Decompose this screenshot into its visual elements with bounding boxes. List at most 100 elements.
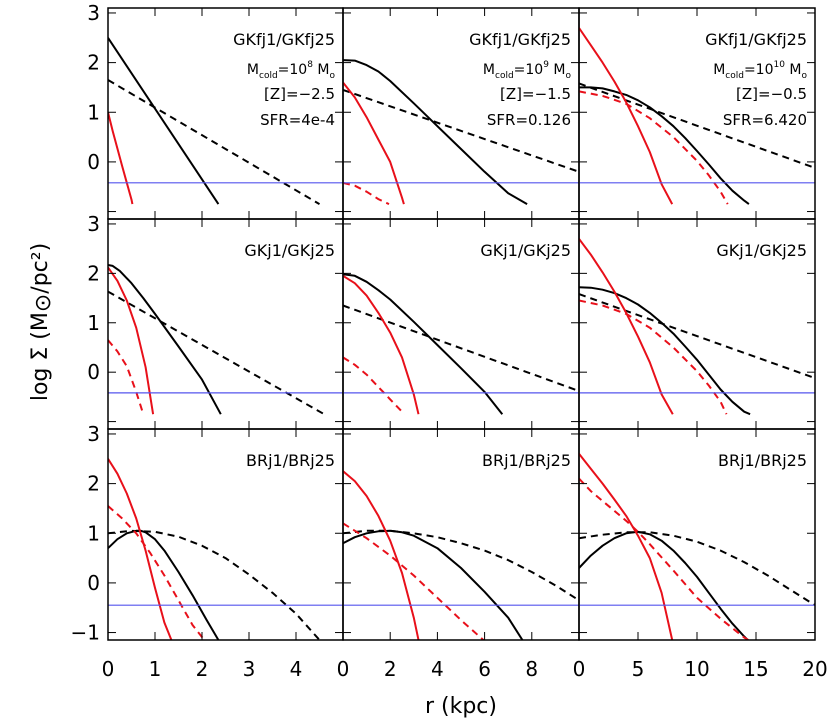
series-line-black-solid (108, 37, 220, 205)
series-line-black-solid (579, 286, 751, 416)
metallicity-annotation: [Z]=−0.5 (736, 85, 807, 103)
mass-annotation: Mcold=108 Mo (247, 60, 336, 81)
series-group (108, 37, 343, 205)
series-line-black-solid (108, 529, 220, 640)
metallicity-annotation: [Z]=−1.5 (500, 85, 571, 103)
series-line-black-dashed (343, 304, 579, 392)
x-tick-label: 8 (525, 657, 538, 681)
panel-label: GKfj1/GKfj25 (469, 30, 571, 49)
series-group (343, 470, 579, 640)
y-tick-label: 3 (87, 1, 100, 25)
y-axis-label: log Σ (M⊙/pc²) (28, 243, 56, 401)
series-line-red-dashed (343, 181, 390, 206)
panel-1-1: GKj1/GKj25 (342, 218, 580, 430)
mass-unit-subscript: o (565, 71, 571, 81)
series-line-red-solid (108, 458, 173, 640)
y-tick-label: 3 (87, 422, 100, 446)
sfr-annotation: SFR=4e-4 (260, 111, 335, 129)
y-axis-label-unit: /pc²) (28, 243, 53, 294)
panel-0-0: 3 2 1 0 GKfj1/GKfj25 Mcold=108 Mo [Z]=−2.5 SFR=… (87, 1, 344, 220)
series-line-red-solid (579, 453, 674, 640)
panel-label: GKfj1/GKfj25 (705, 30, 807, 49)
mass-equals: =10 (744, 62, 774, 78)
mass-symbol: M (483, 62, 495, 78)
panel-label: BRj1/BRj25 (246, 451, 335, 470)
x-tick-label: 4 (431, 657, 444, 681)
panel-label: GKj1/GKj25 (716, 241, 807, 260)
x-tick-label: 10 (684, 657, 709, 681)
mass-subscript: cold (495, 71, 514, 81)
series-line-red-solid (343, 81, 405, 205)
series-line-red-solid (343, 470, 420, 640)
panel-label: GKj1/GKj25 (480, 241, 571, 260)
panel-label: BRj1/BRj25 (482, 451, 571, 470)
metallicity-annotation: [Z]=−2.5 (264, 85, 335, 103)
series-line-red-solid (579, 27, 674, 205)
mass-symbol: M (247, 62, 259, 78)
mass-subscript: cold (259, 71, 278, 81)
mass-symbol: M (713, 62, 725, 78)
series-line-red-solid (108, 266, 155, 415)
y-tick-label: 1 (87, 521, 100, 545)
x-tick-label: 0 (102, 657, 115, 681)
panel-1-2: GKj1/GKj25 (578, 218, 816, 430)
panel-label: GKj1/GKj25 (244, 241, 335, 260)
series-line-black-dashed (108, 290, 325, 416)
y-tick-label: 2 (87, 261, 100, 285)
series-line-red-solid (108, 112, 134, 205)
panel-label: GKfj1/GKfj25 (233, 30, 335, 49)
x-tick-label: 5 (632, 657, 645, 681)
x-tick-label: 0 (337, 657, 350, 681)
series-line-black-dashed (579, 82, 815, 169)
panel-2-1: 0 2 4 6 8 BRj1/BRj25 (337, 428, 580, 681)
series-line-black-solid (343, 273, 504, 415)
series-line-black-solid (108, 264, 222, 415)
series-line-black-dashed (579, 531, 815, 607)
series-line-red-dashed (579, 299, 728, 415)
panel-1-0: 3 2 1 0 GKj1/GKj25 (87, 212, 344, 430)
mass-exponent: 10 (774, 60, 786, 70)
x-tick-label: 15 (743, 657, 768, 681)
sfr-annotation: SFR=0.126 (487, 111, 571, 129)
mass-equals: =10 (278, 62, 308, 78)
series-line-black-dashed (108, 529, 321, 640)
series-line-red-solid (579, 238, 674, 415)
y-tick-label: 1 (87, 100, 100, 124)
y-tick-label: 1 (87, 311, 100, 335)
series-group (343, 59, 579, 206)
series-line-black-solid (579, 530, 749, 640)
mass-subscript: cold (725, 71, 744, 81)
series-group (343, 273, 579, 415)
y-tick-label: 2 (87, 51, 100, 75)
series-line-red-dashed (579, 90, 729, 205)
mass-exponent: 8 (307, 60, 313, 70)
x-tick-label: 3 (243, 657, 256, 681)
y-tick-label: −1 (71, 621, 100, 645)
series-line-black-dashed (343, 88, 579, 173)
panel-label: BRj1/BRj25 (718, 451, 807, 470)
y-tick-label: 2 (87, 472, 100, 496)
series-group (108, 458, 343, 640)
x-tick-label: 20 (802, 657, 827, 681)
series-line-black-dashed (343, 529, 579, 602)
series-line-red-dashed (343, 356, 406, 415)
series-line-red-solid (343, 274, 420, 415)
series-line-red-dashed (343, 522, 485, 640)
sfr-annotation: SFR=6.420 (723, 111, 807, 129)
mass-equals: =10 (514, 62, 544, 78)
panel-0-2: GKfj1/GKfj25 Mcold=1010 Mo [Z]=−0.5 SFR=6.4… (578, 7, 816, 220)
x-tick-label: 2 (196, 657, 209, 681)
x-tick-label: 1 (149, 657, 162, 681)
x-tick-label: 6 (478, 657, 491, 681)
series-line-red-dashed (108, 339, 145, 415)
y-tick-label: 0 (87, 360, 100, 384)
series-line-black-dashed (579, 293, 815, 380)
series-group (108, 264, 343, 416)
x-tick-label: 4 (290, 657, 303, 681)
y-tick-label: 3 (87, 212, 100, 236)
panel-0-1: GKfj1/GKfj25 Mcold=109 Mo [Z]=−1.5 SFR=0.12… (342, 7, 580, 220)
series-line-black-solid (343, 59, 528, 205)
